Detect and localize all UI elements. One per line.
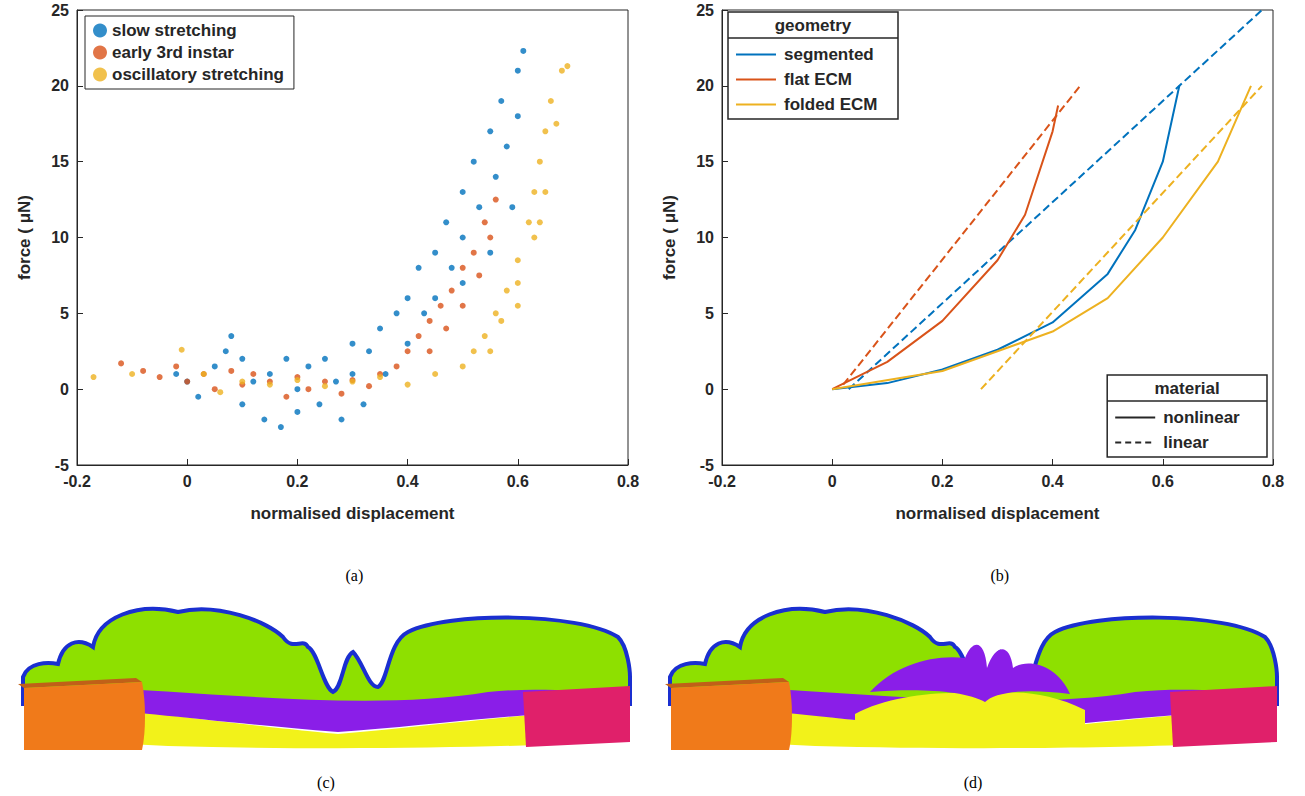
svg-text:0.8: 0.8 — [1262, 473, 1284, 490]
svg-text:-0.2: -0.2 — [63, 473, 91, 490]
svg-text:0.4: 0.4 — [1041, 473, 1063, 490]
svg-text:20: 20 — [51, 77, 69, 94]
svg-text:oscillatory stretching: oscillatory stretching — [112, 65, 284, 84]
svg-text:0.4: 0.4 — [396, 473, 418, 490]
svg-text:10: 10 — [696, 229, 714, 246]
svg-text:(c): (c) — [317, 774, 335, 792]
svg-text:0.2: 0.2 — [931, 473, 953, 490]
svg-text:5: 5 — [705, 305, 714, 322]
svg-text:-5: -5 — [55, 457, 69, 474]
svg-text:normalised displacement: normalised displacement — [250, 504, 454, 523]
svg-text:0.2: 0.2 — [286, 473, 308, 490]
svg-text:geometry: geometry — [775, 16, 852, 35]
svg-text:force ( μN): force ( μN) — [15, 195, 34, 280]
svg-text:(d): (d) — [964, 774, 983, 792]
svg-text:0.8: 0.8 — [617, 473, 639, 490]
svg-text:flat ECM: flat ECM — [784, 70, 852, 89]
svg-text:20: 20 — [696, 77, 714, 94]
svg-text:folded ECM: folded ECM — [784, 95, 878, 114]
svg-text:25: 25 — [696, 2, 714, 19]
svg-text:0.6: 0.6 — [1152, 473, 1174, 490]
svg-text:(a): (a) — [346, 567, 364, 585]
svg-text:25: 25 — [51, 2, 69, 19]
svg-text:15: 15 — [51, 153, 69, 170]
svg-text:5: 5 — [60, 305, 69, 322]
svg-text:0: 0 — [705, 381, 714, 398]
svg-text:0: 0 — [183, 473, 192, 490]
svg-text:early 3rd instar: early 3rd instar — [112, 43, 234, 62]
svg-text:slow stretching: slow stretching — [112, 21, 237, 40]
svg-text:-5: -5 — [700, 457, 714, 474]
svg-text:material: material — [1154, 379, 1219, 398]
svg-text:10: 10 — [51, 229, 69, 246]
svg-text:15: 15 — [696, 153, 714, 170]
svg-text:(b): (b) — [991, 567, 1010, 585]
svg-text:normalised displacement: normalised displacement — [895, 504, 1099, 523]
svg-text:-0.2: -0.2 — [708, 473, 736, 490]
svg-text:0: 0 — [60, 381, 69, 398]
svg-text:0: 0 — [828, 473, 837, 490]
svg-text:nonlinear: nonlinear — [1163, 408, 1240, 427]
svg-text:segmented: segmented — [784, 45, 874, 64]
svg-text:0.6: 0.6 — [507, 473, 529, 490]
svg-text:force ( μN): force ( μN) — [660, 195, 679, 280]
svg-text:linear: linear — [1163, 433, 1209, 452]
